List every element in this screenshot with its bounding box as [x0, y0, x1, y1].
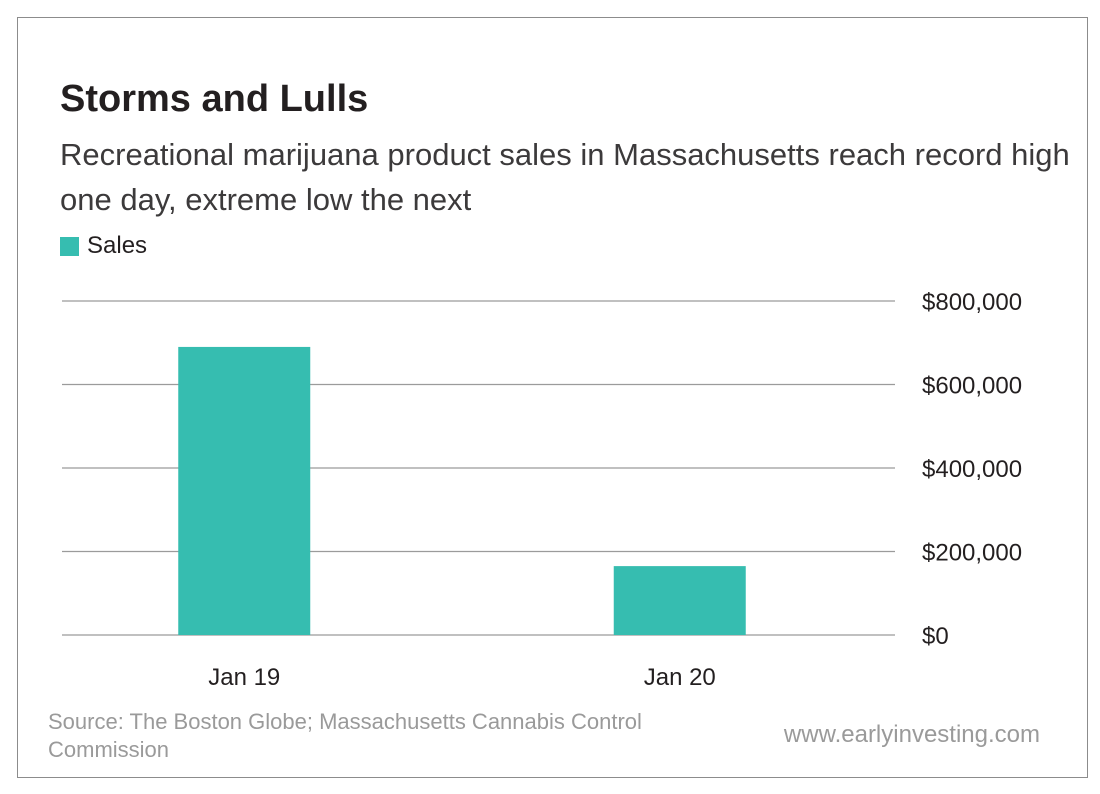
- y-tick-label: $400,000: [922, 456, 1022, 483]
- bar-jan-20: [613, 566, 746, 635]
- bar-jan-19: [178, 346, 311, 635]
- source-note: Source: The Boston Globe; Massachusetts …: [48, 709, 642, 762]
- website-link[interactable]: www.earlyinvesting.com: [783, 721, 1040, 748]
- legend-swatch-sales: [60, 236, 79, 256]
- y-tick-label: $0: [922, 623, 949, 650]
- x-tick-label: Jan 20: [644, 664, 716, 691]
- chart-title: Storms and Lulls: [60, 78, 369, 120]
- legend-label-sales: Sales: [87, 232, 148, 259]
- chart-legend: Sales: [60, 232, 147, 260]
- x-tick-label: Jan 19: [208, 664, 280, 691]
- y-tick-label: $800,000: [922, 289, 1022, 316]
- chart-frame: [17, 17, 1088, 778]
- chart-subtitle: Recreational marijuana product sales in …: [60, 137, 1070, 217]
- y-tick-label: $200,000: [922, 540, 1022, 567]
- y-tick-label: $600,000: [922, 373, 1022, 400]
